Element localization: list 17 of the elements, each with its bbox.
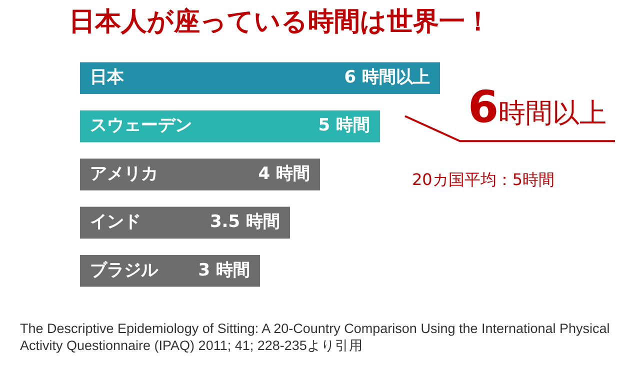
y-tick-label: インド bbox=[90, 212, 141, 232]
y-tick-label: スウェーデン bbox=[90, 116, 192, 136]
data-label: 5 時間 bbox=[318, 116, 370, 136]
data-label: 6 時間以上 bbox=[344, 68, 430, 88]
y-tick-label: アメリカ bbox=[90, 164, 158, 184]
data-label: 3 時間 bbox=[198, 260, 250, 280]
annotation: 20カ国平均：5時間 bbox=[412, 170, 555, 191]
text: The Descriptive Epidemiology of Sitting: A 20-Country Comparison Using the International Physical Activity Questionnaire (IPAQ) 2011; 41; 228-235より引用 bbox=[20, 320, 611, 354]
y-tick-label: ブラジル bbox=[90, 260, 159, 280]
bar bbox=[80, 62, 440, 94]
bar bbox=[80, 110, 380, 142]
data-label: 4 時間 bbox=[258, 164, 310, 184]
data-label: 3.5 時間 bbox=[210, 212, 280, 232]
annotation: 6時間以上 bbox=[468, 82, 607, 133]
bar bbox=[80, 158, 320, 190]
chart-title: 日本人が座っている時間は世界一！ bbox=[68, 6, 492, 39]
y-tick-label: 日本 bbox=[90, 68, 125, 88]
